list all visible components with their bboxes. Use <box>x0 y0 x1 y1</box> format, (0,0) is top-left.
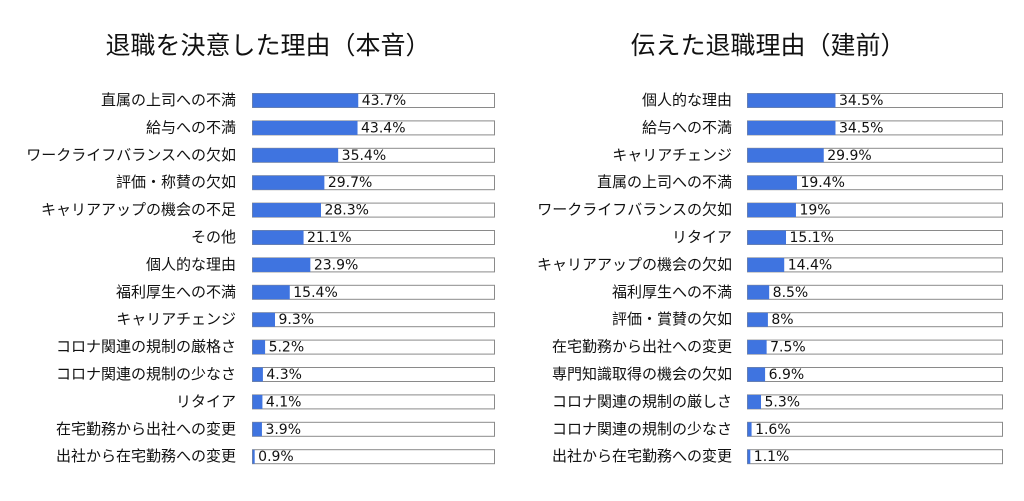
value-label: 28.3% <box>324 203 368 219</box>
bar <box>747 93 836 108</box>
value-label: 5.2% <box>269 340 305 356</box>
bar <box>252 449 255 464</box>
category-label: 出社から在宅勤務への変更 <box>56 447 236 465</box>
category-label: 給与への不満 <box>642 118 732 136</box>
chart-title: 伝えた退職理由（建前） <box>630 31 905 60</box>
bar <box>747 257 785 272</box>
bar <box>252 257 311 272</box>
category-label: ワークライフバランスへの欠如 <box>26 146 236 164</box>
category-label: 個人的な理由 <box>642 91 732 109</box>
bar <box>252 422 262 437</box>
bar <box>747 230 787 245</box>
bar <box>252 367 263 382</box>
bar <box>747 394 762 409</box>
category-label: 直属の上司への不満 <box>101 91 236 109</box>
value-label: 1.1% <box>754 449 790 465</box>
value-label: 21.1% <box>307 230 351 246</box>
value-label: 19% <box>799 203 830 219</box>
bar <box>252 312 276 327</box>
value-label: 4.3% <box>266 367 302 383</box>
bar <box>252 285 290 300</box>
value-label: 43.4% <box>361 120 405 136</box>
bar <box>747 422 752 437</box>
value-label: 43.7% <box>362 93 406 109</box>
value-label: 3.9% <box>265 422 301 438</box>
bar <box>747 285 770 300</box>
category-label: 個人的な理由 <box>146 255 236 273</box>
category-label: リタイア <box>672 228 732 246</box>
value-label: 29.7% <box>328 175 372 191</box>
category-label: 専門知識取得の機会の欠如 <box>552 365 732 383</box>
value-label: 35.4% <box>342 148 386 164</box>
category-label: 給与への不満 <box>146 118 236 136</box>
category-label: その他 <box>191 228 236 246</box>
bar <box>747 203 796 218</box>
value-label: 9.3% <box>279 312 315 328</box>
bar <box>252 230 304 245</box>
bar <box>747 449 751 464</box>
value-label: 4.1% <box>266 394 302 410</box>
category-label: 評価・賞賛の欠如 <box>612 310 732 328</box>
category-label: コロナ関連の規制の厳しさ <box>552 392 732 410</box>
value-label: 5.3% <box>765 394 801 410</box>
bar <box>747 340 767 355</box>
category-label: 在宅勤務から出社への変更 <box>56 420 236 438</box>
bar <box>747 175 797 190</box>
value-label: 14.4% <box>788 257 832 273</box>
bar <box>252 175 325 190</box>
bar <box>252 148 339 163</box>
bar <box>747 148 824 163</box>
bar <box>747 367 766 382</box>
value-label: 6.9% <box>769 367 805 383</box>
value-label: 15.1% <box>790 230 834 246</box>
category-label: 福利厚生への不満 <box>612 283 732 301</box>
value-label: 29.9% <box>827 148 871 164</box>
category-label: 在宅勤務から出社への変更 <box>552 338 732 356</box>
chart-title: 退職を決意した理由（本音） <box>105 31 430 60</box>
bar <box>747 120 836 135</box>
bar <box>252 203 321 218</box>
category-label: リタイア <box>176 392 236 410</box>
category-label: ワークライフバランスの欠如 <box>537 201 732 219</box>
category-label: キャリアアップの機会の欠如 <box>537 255 732 273</box>
category-label: キャリアチェンジ <box>612 146 732 164</box>
value-label: 7.5% <box>770 340 806 356</box>
category-label: 出社から在宅勤務への変更 <box>552 447 732 465</box>
value-label: 34.5% <box>839 93 883 109</box>
value-label: 0.9% <box>258 449 294 465</box>
category-label: 評価・称賛の欠如 <box>116 173 236 191</box>
bar <box>252 394 263 409</box>
value-label: 34.5% <box>839 120 883 136</box>
value-label: 23.9% <box>314 257 358 273</box>
bar <box>252 93 359 108</box>
category-label: 直属の上司への不満 <box>597 173 732 191</box>
category-label: コロナ関連の規制の厳格さ <box>56 338 236 356</box>
category-label: 福利厚生への不満 <box>116 283 236 301</box>
value-label: 8% <box>771 312 793 328</box>
value-label: 8.5% <box>773 285 809 301</box>
category-label: コロナ関連の規制の少なさ <box>552 420 732 438</box>
bar <box>252 340 266 355</box>
bar <box>252 120 358 135</box>
bar <box>747 312 768 327</box>
category-label: キャリアチェンジ <box>116 310 236 328</box>
value-label: 1.6% <box>755 422 791 438</box>
value-label: 19.4% <box>800 175 844 191</box>
bar-track <box>747 257 1003 273</box>
category-label: キャリアアップの機会の不足 <box>41 201 236 219</box>
category-label: コロナ関連の規制の少なさ <box>56 365 236 383</box>
value-label: 15.4% <box>293 285 337 301</box>
